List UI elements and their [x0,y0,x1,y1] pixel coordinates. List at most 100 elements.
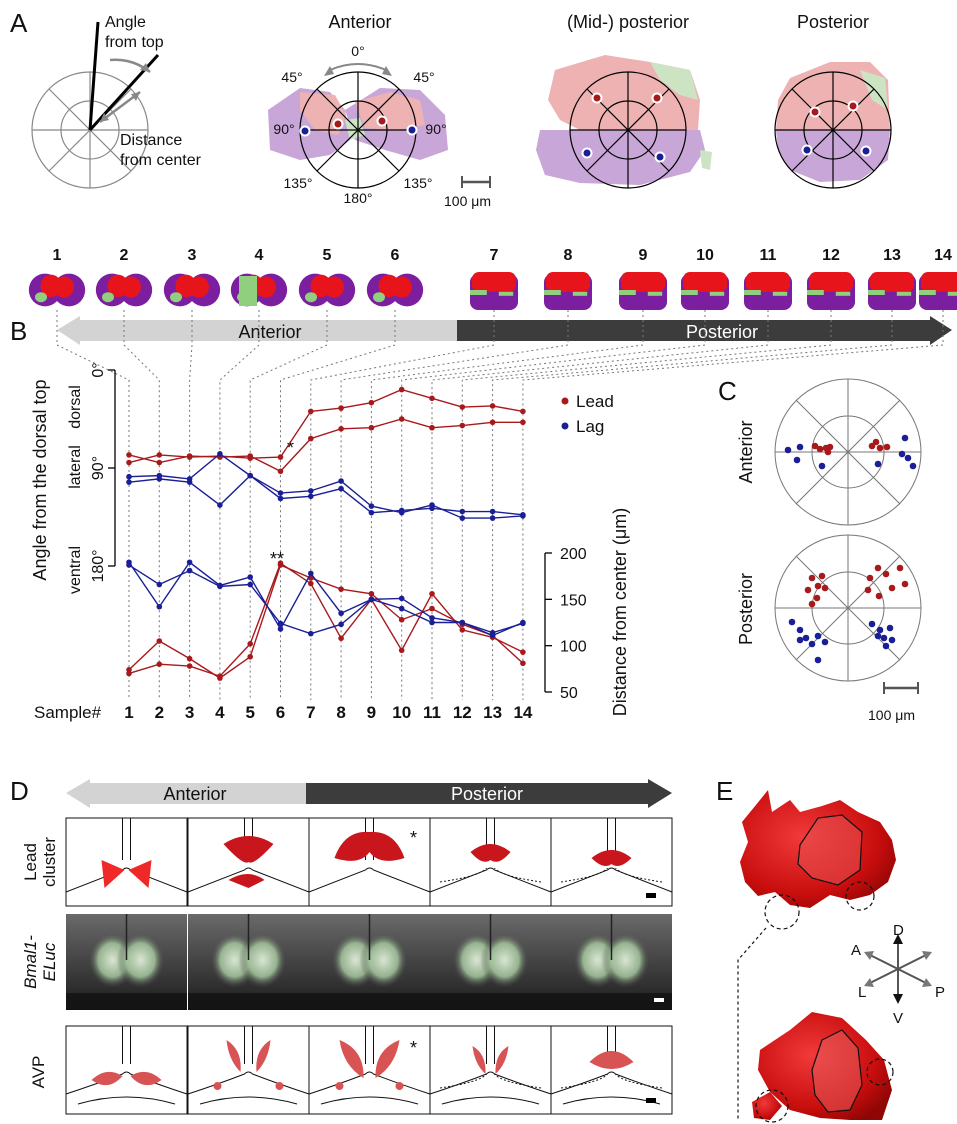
angle-point-lead [459,404,466,410]
angle-point-lag [277,490,284,496]
angle-point-lag [338,485,344,492]
c-point-lag [821,638,829,646]
anterior-centroids [299,115,418,137]
e-dashed-circle-top [764,894,800,930]
strip-connector-line [492,310,893,700]
distance-point-lag [398,595,405,602]
distance-point-lag [156,603,163,610]
strip-sample-map [807,272,855,310]
sample-tick-label: 3 [185,703,194,722]
strip-sample-map [230,273,288,307]
c-point-lead [816,445,824,453]
e-connector [737,927,767,1120]
e-axis-d: D [893,922,904,939]
c-point-lag [814,656,822,664]
strip-sample-label: 13 [883,247,901,264]
strip-connector-line [280,310,396,700]
angle-label-2: from top [105,34,164,51]
e-fragment [752,1092,782,1120]
d-avp-panel [429,1025,552,1115]
angle-point-lag [186,479,193,485]
distance-point-lag [520,620,526,627]
strip-sample-map [868,272,916,310]
distance-point-lead [126,666,132,673]
c-point-lead [901,580,909,588]
c-point-lead [818,572,826,580]
panel-c: C Anterior Posterior 100 μm [718,376,922,723]
panel-a-title-anterior: Anterior [328,12,391,32]
d-avp-panel [308,1025,431,1115]
e-axis-a: A [851,942,861,959]
sample-tick-label: 1 [124,703,133,722]
degree-45-right: 45° [413,69,434,85]
e-outline-bottom [811,1029,863,1113]
strip-sample-label: 1 [53,247,62,264]
c-point-lead [824,448,832,456]
d-panel-frame [65,1025,188,1115]
e-dashed-circle-bottom [866,1058,894,1086]
c-point-lag [901,434,909,442]
degree-135-left: 135° [284,175,313,191]
distance-point-lead [186,655,193,662]
c-point-lead [875,592,883,600]
c-point-lag [876,626,884,634]
d-lead-cluster-panel [65,817,188,907]
angle-point-lag [459,515,466,521]
c-point-lag [796,636,804,644]
c-point-lead [874,564,882,572]
angle-point-lag [308,488,314,494]
c-point-lag [874,632,882,640]
strip-sample-label: 7 [490,247,499,264]
angle-point-lead [368,399,375,406]
b-ylabel: Angle from the dorsal top [30,379,50,580]
angle-point-lead [459,422,466,429]
sample-strip-maps [28,272,957,310]
legend-lead-label: Lead [576,392,614,411]
d-avp-shape [472,1046,509,1074]
angle-point-lag [489,508,496,515]
angle-series-line-lead [128,388,524,464]
b-legend: Lead Lag [561,392,614,436]
angle-point-lag [217,502,223,508]
d-row2-label-a: Bmal1- [21,935,40,989]
sample-axis-label: Sample# [34,703,102,722]
angle-point-lead [247,455,253,462]
angle-reference-line [88,21,100,131]
angle-point-lead [277,454,284,460]
angle-point-lead [186,454,193,460]
angle-point-lag [459,508,466,515]
b-arrow-anterior-shape [57,316,457,345]
distance-point-lag [398,605,405,612]
sample-tick-label: 10 [392,703,411,722]
d-lead-cluster-row [65,817,673,907]
d-avp-shape [91,1071,162,1086]
b-series-layer [126,386,526,681]
c-point-lead [888,584,896,592]
d-lead-cluster-shape [591,850,632,866]
sample-tick-label: 5 [245,703,254,722]
strip-sample-map [298,273,356,307]
distance-point-lead [156,638,163,644]
d-lead-cluster-panel [429,817,552,907]
distance-tick-label: 50 [560,685,578,702]
e-orientation-axes [864,934,932,1004]
sample-tick-label: 13 [483,703,502,722]
strip-connector-line [219,310,260,700]
angle-point-lead [429,395,435,402]
angle-point-lead [308,408,314,415]
strip-connector-line [522,310,944,700]
distance-point-lead [186,663,193,669]
strip-connector-line [189,310,193,700]
sample-tick-label: 14 [513,703,532,722]
strip-sample-map [744,272,792,310]
d-arrow-posterior-label: Posterior [451,784,523,804]
c-point-lead [808,574,816,582]
sample-tick-label: 7 [306,703,315,722]
d-panel-frame [550,1025,673,1115]
c-point-lag [796,443,804,451]
strip-connector-line [461,310,832,700]
strip-sample-label: 3 [188,247,197,264]
distance-point-lead [217,675,223,681]
distance-point-lag [186,567,193,574]
angle-point-lag [126,473,132,480]
